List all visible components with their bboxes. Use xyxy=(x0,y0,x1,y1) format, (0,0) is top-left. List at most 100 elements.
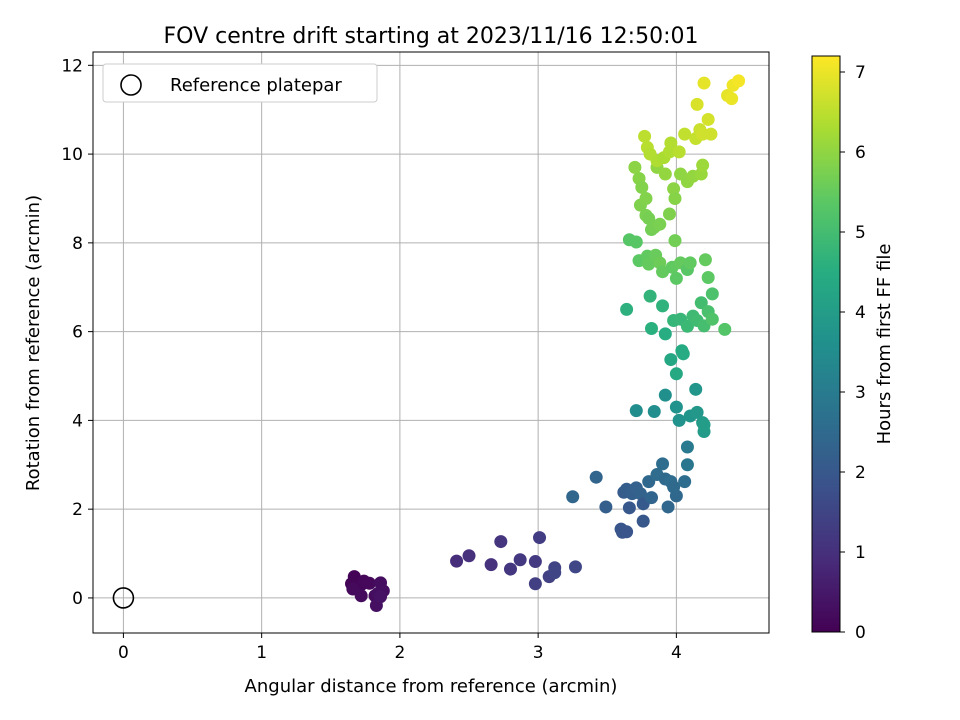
scatter-point xyxy=(635,180,649,194)
y-tick-label: 2 xyxy=(72,500,83,520)
scatter-point xyxy=(697,76,711,90)
x-tick-label: 3 xyxy=(533,643,544,663)
x-tick-label: 1 xyxy=(256,643,267,663)
x-axis-label: Angular distance from reference (arcmin) xyxy=(245,676,618,697)
scatter-point xyxy=(697,418,711,432)
scatter-point xyxy=(643,289,657,303)
scatter-point xyxy=(513,553,527,567)
legend-label-reference-platepar: Reference platepar xyxy=(170,75,342,96)
scatter-point xyxy=(528,555,542,569)
scatter-point xyxy=(680,319,694,333)
scatter-point xyxy=(354,589,368,603)
chart-title: FOV centre drift starting at 2023/11/16 … xyxy=(164,24,699,49)
y-tick-label: 8 xyxy=(72,234,83,254)
data-points xyxy=(345,74,746,612)
scatter-point xyxy=(620,302,634,316)
scatter-point xyxy=(503,562,517,576)
scatter-point xyxy=(680,440,694,454)
scatter-point xyxy=(599,500,613,514)
scatter-point xyxy=(704,127,718,141)
scatter-point xyxy=(528,577,542,591)
scatter-point xyxy=(658,388,672,402)
scatter-point xyxy=(678,127,692,141)
scatter-point xyxy=(644,322,658,336)
scatter-point xyxy=(661,500,675,514)
colorbar-tick-label: 0 xyxy=(855,623,866,643)
scatter-point xyxy=(362,576,376,590)
scatter-point xyxy=(658,167,672,181)
scatter-point xyxy=(636,514,650,528)
y-axis-ticks: 0 2 4 6 8 10 12 xyxy=(61,56,93,609)
scatter-point xyxy=(628,160,642,174)
x-axis-ticks: 0 1 2 3 4 xyxy=(118,633,682,663)
scatter-point xyxy=(676,347,690,361)
scatter-point xyxy=(484,558,498,572)
scatter-point xyxy=(690,97,704,111)
scatter-point xyxy=(644,491,658,505)
legend-box xyxy=(102,63,378,103)
scatter-point xyxy=(667,182,681,196)
scatter-point xyxy=(690,405,704,419)
scatter-point xyxy=(656,299,670,313)
scatter-point xyxy=(374,590,388,604)
scatter-point xyxy=(705,287,719,301)
scatter-point xyxy=(629,235,643,249)
scatter-point xyxy=(696,158,710,172)
scatter-point xyxy=(662,207,676,221)
scatter-point xyxy=(638,129,652,143)
scatter-point xyxy=(568,560,582,574)
scatter-point xyxy=(698,253,712,267)
colorbar-label: Hours from first FF file xyxy=(874,244,895,445)
colorbar: 0 1 2 3 4 5 6 7 Hours from first FF file xyxy=(811,55,895,643)
colorbar-tick-label: 5 xyxy=(855,223,866,243)
colorbar-gradient xyxy=(811,55,841,633)
scatter-point xyxy=(664,353,678,367)
y-tick-label: 4 xyxy=(72,411,83,431)
y-tick-label: 0 xyxy=(72,589,83,609)
colorbar-tick-label: 3 xyxy=(855,383,866,403)
scatter-point xyxy=(656,457,670,471)
scatter-point xyxy=(705,312,719,326)
colorbar-tick-label: 4 xyxy=(855,303,866,323)
colorbar-tick-label: 2 xyxy=(855,463,866,483)
scatter-point xyxy=(633,487,647,501)
scatter-point xyxy=(566,490,580,504)
scatter-point xyxy=(494,535,508,549)
scatter-point xyxy=(689,382,703,396)
scatter-point xyxy=(620,525,634,539)
y-axis-label: Rotation from reference (arcmin) xyxy=(23,195,44,491)
scatter-point xyxy=(589,470,603,484)
scatter-point xyxy=(694,296,708,310)
scatter-point xyxy=(622,501,636,515)
scatter-point xyxy=(678,475,692,489)
scatter-point xyxy=(653,217,667,231)
x-tick-label: 0 xyxy=(118,643,129,663)
scatter-point xyxy=(548,566,562,580)
legend-marker-open-circle xyxy=(120,74,142,96)
scatter-point xyxy=(462,549,476,563)
reference-point xyxy=(112,587,135,609)
y-tick-label: 10 xyxy=(61,145,83,165)
scatter-point xyxy=(718,322,732,336)
scatter-point xyxy=(701,270,715,284)
scatter-point xyxy=(629,404,643,418)
scatter-point xyxy=(669,367,683,381)
scatter-point xyxy=(668,234,682,248)
scatter-point xyxy=(667,480,681,494)
scatter-point xyxy=(669,271,683,285)
x-tick-label: 4 xyxy=(671,643,682,663)
colorbar-tick-label: 6 xyxy=(855,143,866,163)
scatter-point xyxy=(658,327,672,341)
scatter-point xyxy=(639,191,653,205)
scatter-point xyxy=(647,405,661,419)
scatter-point xyxy=(664,136,678,150)
plot-frame xyxy=(92,51,770,634)
y-tick-label: 12 xyxy=(61,56,83,76)
scatter-point xyxy=(725,92,739,106)
colorbar-tick-label: 7 xyxy=(855,63,866,83)
y-tick-label: 6 xyxy=(72,323,83,343)
scatter-point xyxy=(656,265,670,279)
scatter-point xyxy=(672,413,686,427)
scatter-point xyxy=(701,112,715,126)
